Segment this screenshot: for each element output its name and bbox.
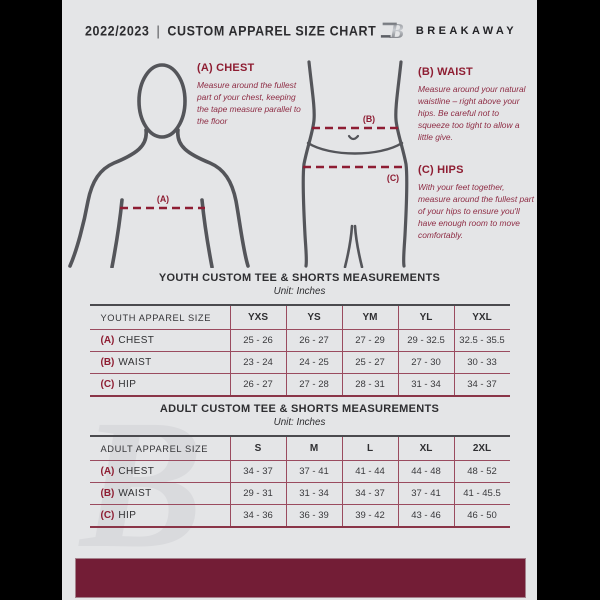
measurement-cell: 41 - 45.5 xyxy=(453,483,510,504)
measurement-cell: 36 - 39 xyxy=(285,505,342,526)
measurement-cell: 27 - 30 xyxy=(397,352,454,373)
row-label: HIP xyxy=(118,379,137,390)
size-col-header: L xyxy=(341,437,398,460)
measurement-cell: 39 - 42 xyxy=(341,505,398,526)
table-row: (B) WAIST 29 - 31 31 - 34 34 - 37 37 - 41… xyxy=(89,483,510,505)
row-label: WAIST xyxy=(118,488,152,499)
waist-marker-label: (B) xyxy=(363,114,375,124)
measurement-cell: 24 - 25 xyxy=(285,352,342,373)
row-prefix: (A) xyxy=(100,335,115,346)
table-row: (B) WAIST 23 - 24 24 - 25 25 - 27 27 - 30… xyxy=(89,352,510,374)
measurement-cell: 37 - 41 xyxy=(397,483,454,504)
row-prefix: (A) xyxy=(100,466,115,477)
footer-bar xyxy=(75,558,526,598)
table-header-row: ADULT APPAREL SIZE S M L XL 2XL xyxy=(89,437,510,461)
measurement-cell: 30 - 33 xyxy=(453,352,510,373)
size-label-header: ADULT APPAREL SIZE xyxy=(100,443,209,454)
measurement-cell: 46 - 50 xyxy=(453,505,510,526)
measurement-cell: 44 - 48 xyxy=(397,461,454,482)
measurement-cell: 34 - 37 xyxy=(229,461,286,482)
torso-figure xyxy=(68,63,250,268)
measurement-cell: 23 - 24 xyxy=(229,352,286,373)
measurement-cell: 28 - 31 xyxy=(341,374,398,395)
measurement-cell: 26 - 27 xyxy=(285,330,342,351)
measurement-cell: 34 - 37 xyxy=(453,374,510,395)
breakaway-b-icon: B xyxy=(380,19,404,43)
size-col-header: YXS xyxy=(229,306,286,329)
youth-size-table: YOUTH APPAREL SIZE YXS YS YM YL YXL (A) C… xyxy=(89,304,510,397)
measurement-diagrams: (A) (B) (C) xyxy=(68,60,409,268)
table-row: (C) HIP 34 - 36 36 - 39 39 - 42 43 - 46 4… xyxy=(90,505,510,526)
page-title: CUSTOM APPAREL SIZE CHART xyxy=(167,23,377,39)
size-label-header: YOUTH APPAREL SIZE xyxy=(100,312,212,323)
table-row: (A) CHEST 25 - 26 26 - 27 27 - 29 29 - 32… xyxy=(89,330,510,352)
size-col-header: YM xyxy=(341,306,398,329)
size-col-header: YL xyxy=(397,306,454,329)
chest-heading: (A) CHEST xyxy=(197,62,255,74)
size-col-header: 2XL xyxy=(453,437,510,460)
waist-heading: (B) WAIST xyxy=(418,66,473,78)
measurement-cell: 32.5 - 35.5 xyxy=(453,330,510,351)
row-prefix: (B) xyxy=(100,488,115,499)
table-row: (C) HIP 26 - 27 27 - 28 28 - 31 31 - 34 3… xyxy=(90,374,510,395)
brand-logo: B BREAKAWAY xyxy=(380,18,517,44)
youth-size-section: YOUTH CUSTOM TEE & SHORTS MEASUREMENTS U… xyxy=(62,272,537,397)
youth-table-title: YOUTH CUSTOM TEE & SHORTS MEASUREMENTS xyxy=(158,272,441,284)
row-prefix: (C) xyxy=(100,510,115,521)
measurement-cell: 34 - 37 xyxy=(341,483,398,504)
size-col-header: XL xyxy=(397,437,454,460)
waist-description: Measure around your natural waistline – … xyxy=(418,84,526,142)
chest-instructions: (A) CHEST Measure around the fullest par… xyxy=(197,62,303,128)
measurement-cell: 27 - 28 xyxy=(285,374,342,395)
measurement-cell: 27 - 29 xyxy=(341,330,398,351)
measurement-cell: 29 - 32.5 xyxy=(397,330,454,351)
measurement-cell: 34 - 36 xyxy=(229,505,286,526)
hips-heading: (C) HIPS xyxy=(418,164,464,176)
waist-instructions: (B) WAIST Measure around your natural wa… xyxy=(418,66,530,144)
table-row: (A) CHEST 34 - 37 37 - 41 41 - 44 44 - 48… xyxy=(89,461,510,483)
adult-table-title: ADULT CUSTOM TEE & SHORTS MEASUREMENTS xyxy=(159,403,440,415)
row-prefix: (C) xyxy=(100,379,115,390)
adult-table-unit: Unit: Inches xyxy=(273,417,326,428)
measurement-cell: 31 - 34 xyxy=(285,483,342,504)
measurement-cell: 31 - 34 xyxy=(397,374,454,395)
measurement-cell: 48 - 52 xyxy=(453,461,510,482)
row-label: WAIST xyxy=(118,357,152,368)
measurement-cell: 37 - 41 xyxy=(285,461,342,482)
row-label: CHEST xyxy=(118,466,155,477)
hips-figure xyxy=(301,60,409,268)
title-divider: | xyxy=(156,23,161,39)
size-chart-page: 2022/2023 | CUSTOM APPAREL SIZE CHART B … xyxy=(62,0,537,600)
table-header-row: YOUTH APPAREL SIZE YXS YS YM YL YXL xyxy=(89,306,510,330)
measure-lines xyxy=(120,126,404,210)
document-title: 2022/2023 | CUSTOM APPAREL SIZE CHART xyxy=(85,23,376,39)
measurement-cell: 29 - 31 xyxy=(229,483,286,504)
youth-table-unit: Unit: Inches xyxy=(273,286,326,297)
row-label: HIP xyxy=(118,510,137,521)
measurement-cell: 43 - 46 xyxy=(397,505,454,526)
row-label: CHEST xyxy=(118,335,155,346)
measurement-cell: 41 - 44 xyxy=(341,461,398,482)
header: 2022/2023 | CUSTOM APPAREL SIZE CHART B … xyxy=(62,0,537,48)
watermark-b: B xyxy=(80,382,204,587)
hips-marker-label: (C) xyxy=(387,173,399,183)
size-col-header: M xyxy=(285,437,342,460)
brand-name: BREAKAWAY xyxy=(415,25,517,37)
hips-description: With your feet together, measure around … xyxy=(418,182,534,240)
measurement-cell: 25 - 26 xyxy=(229,330,286,351)
size-col-header: YS xyxy=(285,306,342,329)
hips-instructions: (C) HIPS With your feet together, measur… xyxy=(418,164,536,242)
adult-size-table: ADULT APPAREL SIZE S M L XL 2XL (A) CHEST… xyxy=(89,435,510,528)
chest-description: Measure around the fullest part of your … xyxy=(197,80,301,126)
row-prefix: (B) xyxy=(100,357,115,368)
measurement-cell: 26 - 27 xyxy=(229,374,286,395)
measurement-cell: 25 - 27 xyxy=(341,352,398,373)
season-year: 2022/2023 xyxy=(85,23,150,39)
chest-marker-label: (A) xyxy=(157,194,169,204)
size-col-header: YXL xyxy=(453,306,510,329)
adult-size-section: ADULT CUSTOM TEE & SHORTS MEASUREMENTS U… xyxy=(62,403,537,528)
size-col-header: S xyxy=(229,437,286,460)
